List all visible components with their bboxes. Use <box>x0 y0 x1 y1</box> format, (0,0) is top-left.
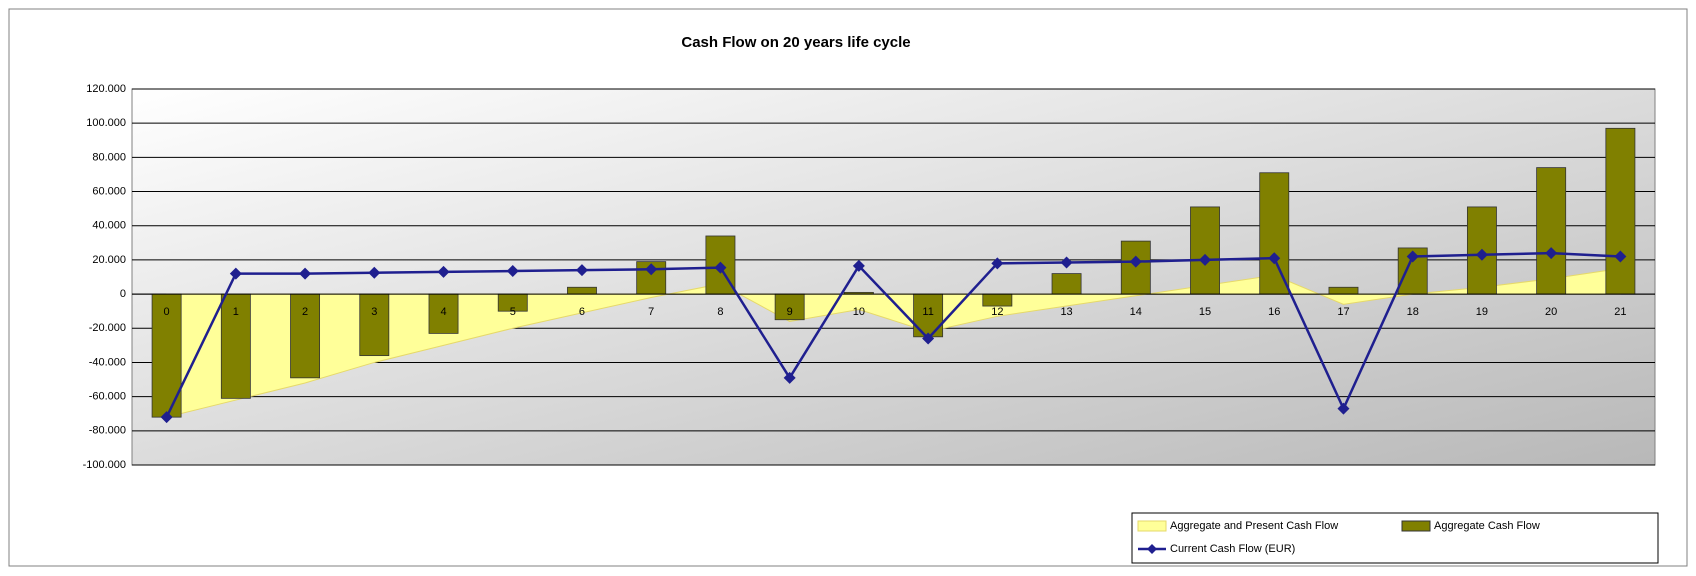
x-tick-label: 16 <box>1268 306 1280 318</box>
line-marker <box>1406 250 1419 263</box>
x-tick-label: 0 <box>164 306 170 318</box>
line-marker <box>229 267 242 280</box>
line-marker <box>991 257 1004 270</box>
x-tick-label: 11 <box>922 306 933 318</box>
x-tick-label: 6 <box>579 306 585 318</box>
line <box>165 251 1621 418</box>
y-tick-label: -80.000 <box>89 425 126 437</box>
line-marker <box>1337 402 1350 415</box>
bar <box>220 293 251 399</box>
line-marker <box>1199 253 1212 266</box>
line-marker <box>506 265 519 278</box>
x-tick-label: 13 <box>1060 306 1072 318</box>
y-tick-label: 120.000 <box>86 83 126 95</box>
x-tick-label: 10 <box>853 306 865 318</box>
y-tick-label: -100.000 <box>83 459 126 471</box>
y-tick-label: 20.000 <box>92 254 126 266</box>
line-marker <box>714 261 727 274</box>
x-tick-label: 12 <box>991 306 1003 318</box>
bar <box>774 293 805 321</box>
x-tick-label: 7 <box>648 306 654 318</box>
x-tick-label: 20 <box>1545 306 1557 318</box>
chart-title: Cash Flow on 20 years life cycle <box>681 34 910 51</box>
line-marker <box>575 264 588 277</box>
x-tick-label: 4 <box>440 306 446 318</box>
line-marker <box>1475 248 1488 261</box>
bar <box>1605 127 1636 295</box>
line-marker <box>437 265 450 278</box>
x-tick-label: 14 <box>1130 306 1142 318</box>
x-tick-label: 3 <box>371 306 377 318</box>
bar <box>359 293 390 357</box>
x-tick-label: 18 <box>1407 306 1419 318</box>
x-tick-label: 9 <box>787 306 793 318</box>
x-tick-label: 19 <box>1476 306 1488 318</box>
x-tick-label: 17 <box>1337 306 1349 318</box>
legend-swatch <box>1401 520 1431 532</box>
y-tick-label: 60.000 <box>92 185 126 197</box>
x-tick-label: 8 <box>717 306 723 318</box>
y-tick-label: 0 <box>120 288 126 300</box>
line-marker <box>299 267 312 280</box>
line-marker <box>1545 247 1558 260</box>
line-marker <box>645 263 658 276</box>
line-marker <box>922 332 935 345</box>
x-tick-label: 5 <box>510 306 516 318</box>
y-tick-label: 100.000 <box>86 117 126 129</box>
y-tick-label: -60.000 <box>89 391 126 403</box>
line-marker <box>852 259 865 272</box>
legend-label: Aggregate and Present Cash Flow <box>1170 520 1338 532</box>
x-tick-label: 2 <box>302 306 308 318</box>
legend-box <box>1131 512 1659 564</box>
line-marker <box>1129 255 1142 268</box>
y-tick-label: 40.000 <box>92 220 126 232</box>
legend-swatch <box>1137 520 1167 532</box>
bar <box>567 286 597 295</box>
bar <box>1536 167 1567 295</box>
legend-swatch <box>1147 544 1157 554</box>
legend-label: Current Cash Flow (EUR) <box>1170 543 1295 555</box>
bar <box>1328 286 1359 295</box>
x-tick-label: 15 <box>1199 306 1211 318</box>
line-marker <box>783 371 796 384</box>
line-marker <box>1268 252 1281 265</box>
line-marker <box>1060 256 1073 269</box>
bar <box>982 293 1013 307</box>
bar <box>290 293 321 379</box>
y-tick-label: -40.000 <box>89 356 126 368</box>
legend-label: Aggregate Cash Flow <box>1434 520 1540 532</box>
y-tick-label: -20.000 <box>89 322 126 334</box>
bar <box>1190 206 1220 295</box>
line-marker <box>1614 250 1627 263</box>
line-marker <box>160 411 173 424</box>
bar <box>1259 172 1290 295</box>
y-tick-label: 80.000 <box>92 151 126 163</box>
bar <box>1051 273 1082 295</box>
line-marker <box>368 266 381 279</box>
x-tick-label: 21 <box>1614 306 1626 318</box>
x-tick-label: 1 <box>233 306 239 318</box>
